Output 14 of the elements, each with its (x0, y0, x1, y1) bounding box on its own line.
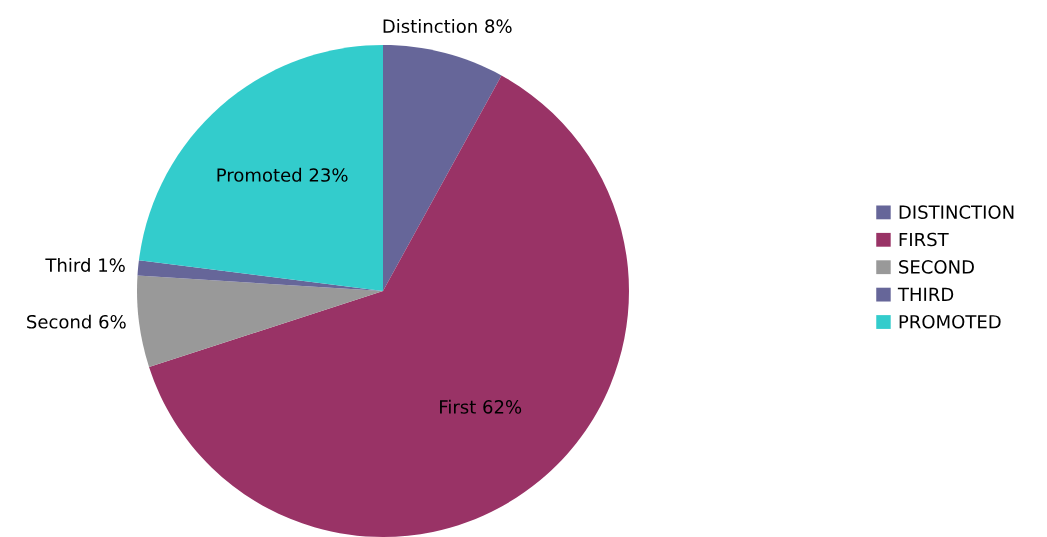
legend-label: THIRD (897, 287, 954, 301)
pie-slice (137, 275, 383, 368)
pie-slice (138, 45, 383, 291)
legend-label: SECOND (899, 260, 974, 274)
legend-label: PROMOTED (899, 314, 1001, 329)
data-label: Third 1% (45, 257, 125, 272)
data-label: Promoted 23% (217, 167, 348, 182)
legend-label: DISTINCTION (899, 205, 1014, 219)
pie-slice (383, 45, 502, 291)
data-label: First 62% (440, 399, 522, 414)
legend-label: FIRST (899, 232, 949, 247)
data-label: Distinction 8% (383, 19, 512, 34)
pie-slice (149, 75, 629, 537)
data-label: Second 6% (27, 314, 126, 329)
